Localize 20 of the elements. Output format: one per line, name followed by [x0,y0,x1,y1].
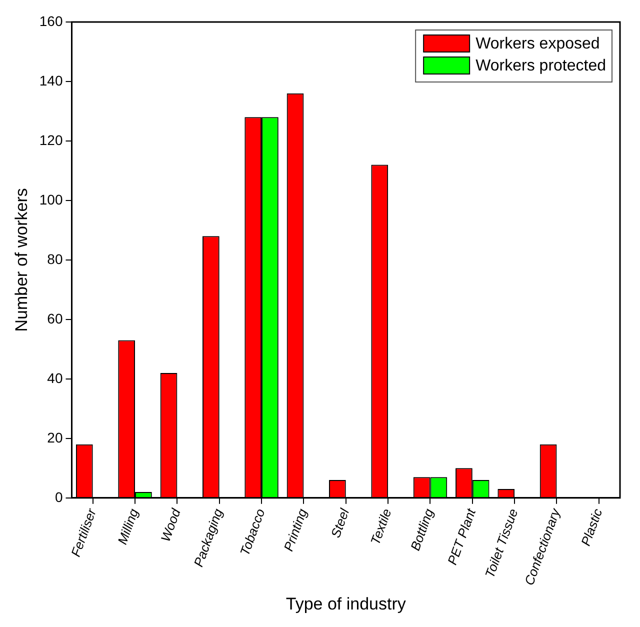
legend-label: Workers exposed [476,35,600,52]
y-tick-label: 40 [47,370,63,386]
x-tick-label: Textile [367,506,394,547]
y-tick-label: 140 [39,72,63,88]
y-tick-label: 80 [47,250,63,267]
y-tick-label: 120 [39,132,63,148]
y-axis-title: Number of workers [12,188,31,332]
x-tick-label: Toilet Tissue [482,506,521,580]
x-tick-label: Wood [158,506,184,544]
x-axis-title: Type of industry [286,594,406,614]
y-tick-label: 0 [54,488,63,505]
y-tick-label: 160 [39,12,63,29]
y-tick-label: 100 [39,191,63,208]
x-tick-label: PET Plant [444,505,480,567]
y-tick-label: 60 [47,310,63,326]
legend-label: Workers protected [476,57,606,74]
x-tick-label: Plastic [578,506,606,548]
y-tick-label: 20 [47,429,63,446]
x-tick-label: Milling [114,506,142,546]
x-tick-label: Steel [328,506,352,540]
